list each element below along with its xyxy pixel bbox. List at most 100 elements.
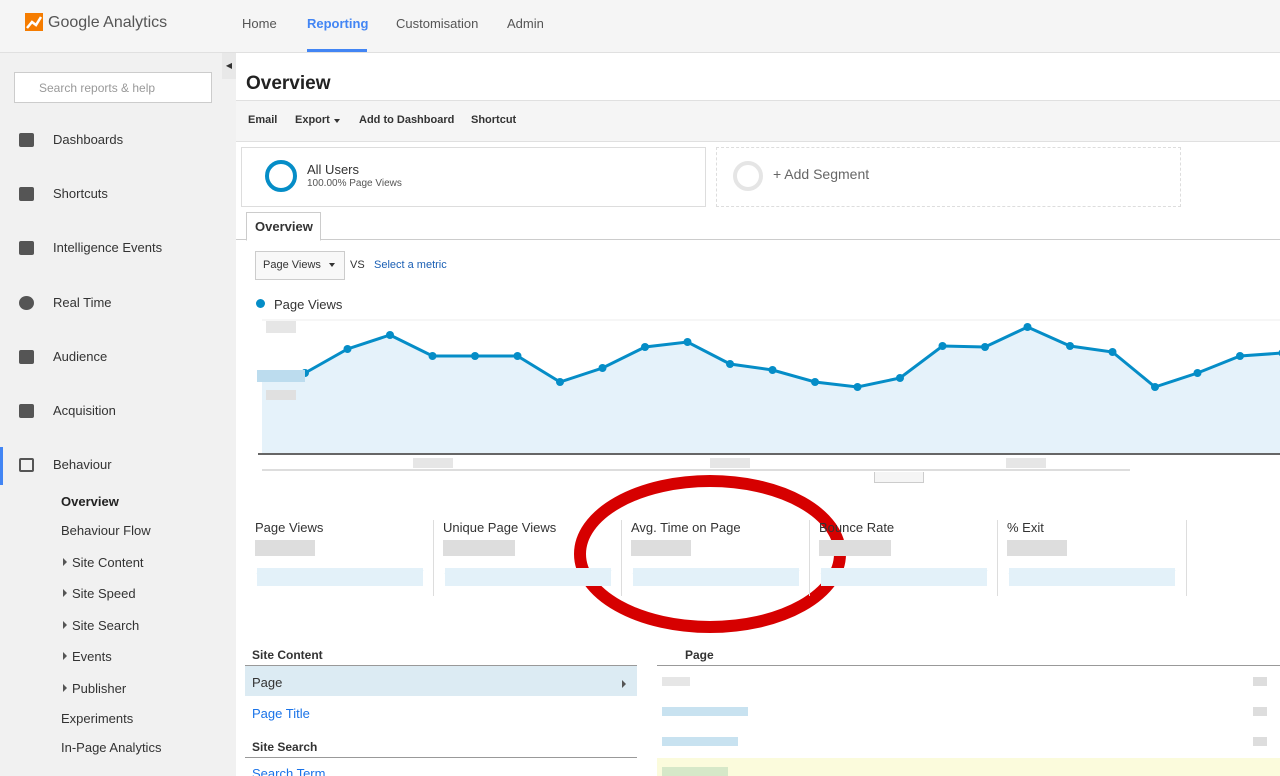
submenu-item[interactable]: Overview xyxy=(61,494,119,509)
select-metric-link[interactable]: Select a metric xyxy=(374,259,447,271)
menu-icon xyxy=(19,241,34,255)
nav-item[interactable]: Admin xyxy=(507,16,544,31)
point xyxy=(896,374,904,382)
sparkline-bg xyxy=(445,568,611,586)
metric-divider xyxy=(809,520,810,596)
expand-arrow xyxy=(63,558,67,566)
nav-item[interactable]: Home xyxy=(242,16,277,31)
expand-arrow xyxy=(63,621,67,629)
sparkline-bg xyxy=(633,568,799,586)
expand-arrow xyxy=(63,652,67,660)
menu-item[interactable]: Acquisition xyxy=(53,403,116,418)
row-link[interactable]: Page Title xyxy=(252,706,310,721)
submenu-label[interactable]: In-Page Analytics xyxy=(61,740,162,755)
row-link[interactable]: Search Term xyxy=(252,766,326,776)
metric-label: Avg. Time on Page xyxy=(631,520,741,535)
vs-label: VS xyxy=(350,259,365,271)
action[interactable]: Export xyxy=(295,114,330,126)
nav-item[interactable]: Customisation xyxy=(396,16,479,31)
submenu-item[interactable]: Site Content xyxy=(63,555,144,570)
blurred-cell xyxy=(662,767,728,776)
action-bar xyxy=(236,100,1280,142)
logo[interactable]: Google Analytics xyxy=(48,14,168,31)
add-segment[interactable]: + Add Segment xyxy=(773,166,870,182)
menu-item[interactable]: Behaviour xyxy=(53,457,112,472)
submenu-label[interactable]: Publisher xyxy=(72,681,127,696)
segment-box[interactable] xyxy=(241,147,706,207)
point xyxy=(1023,323,1032,331)
menu-icon xyxy=(19,296,34,310)
nav-underline xyxy=(307,49,367,52)
submenu-label[interactable]: Site Speed xyxy=(72,586,136,601)
tab-line xyxy=(236,239,1280,240)
submenu-label[interactable]: Behaviour Flow xyxy=(61,523,151,538)
blurred-value xyxy=(443,540,515,556)
point xyxy=(343,345,352,353)
submenu-label[interactable]: Overview xyxy=(61,494,119,509)
submenu-label[interactable]: Site Search xyxy=(72,618,140,633)
caret xyxy=(334,119,340,123)
submenu-item[interactable]: Behaviour Flow xyxy=(61,523,151,538)
menu-item[interactable]: Dashboards xyxy=(53,132,124,147)
submenu-label[interactable]: Experiments xyxy=(61,711,134,726)
metric-label: Unique Page Views xyxy=(443,520,557,535)
menu-icon xyxy=(19,187,34,201)
nav-item[interactable]: Reporting xyxy=(307,16,369,31)
selected-row xyxy=(245,666,637,696)
menu-item[interactable]: Shortcuts xyxy=(53,186,108,201)
menu-item[interactable]: Audience xyxy=(53,349,108,364)
caret xyxy=(329,263,335,267)
add-segment-box[interactable] xyxy=(716,147,1181,207)
blurred-axis-label xyxy=(266,390,296,400)
submenu-label[interactable]: Site Content xyxy=(72,555,144,570)
point xyxy=(1193,369,1202,377)
search-box[interactable] xyxy=(14,72,212,103)
submenu-item[interactable]: Events xyxy=(63,649,112,664)
action[interactable]: Add to Dashboard xyxy=(359,114,455,126)
submenu-item[interactable]: Site Speed xyxy=(63,586,136,601)
blurred-value xyxy=(1007,540,1067,556)
blurred-cell xyxy=(662,677,690,686)
blurred-date xyxy=(710,458,750,468)
legend-dot xyxy=(256,299,265,308)
metric-divider xyxy=(433,520,434,596)
row-label[interactable]: Page xyxy=(252,675,283,690)
blurred-cell xyxy=(662,737,738,746)
divider xyxy=(657,665,1280,666)
point xyxy=(853,383,862,391)
expand-handle[interactable] xyxy=(874,472,924,483)
legend-label: Page Views xyxy=(274,297,343,312)
point xyxy=(556,378,564,386)
menu-icon xyxy=(19,350,34,364)
submenu-item[interactable]: In-Page Analytics xyxy=(61,740,161,755)
point xyxy=(513,352,522,360)
submenu-label[interactable]: Events xyxy=(72,649,112,664)
add-segment-ring xyxy=(733,161,763,191)
menu-item[interactable]: Real Time xyxy=(53,295,112,310)
metric-select-label[interactable]: Page Views xyxy=(263,259,321,271)
point xyxy=(768,366,777,374)
point xyxy=(386,331,394,339)
blurred-date xyxy=(413,458,453,468)
search-placeholder[interactable]: Search reports & help xyxy=(39,81,156,95)
collapse-button[interactable]: ◀ xyxy=(222,53,236,79)
line xyxy=(304,325,1280,389)
segment-name[interactable]: All Users xyxy=(307,162,360,177)
tab[interactable] xyxy=(246,212,321,241)
submenu-item[interactable]: Experiments xyxy=(61,711,133,726)
action[interactable]: Shortcut xyxy=(471,114,517,126)
segment-detail: 100.00% Page Views xyxy=(307,178,402,189)
divider xyxy=(245,665,637,666)
action[interactable]: Email xyxy=(248,114,278,126)
tab-label[interactable]: Overview xyxy=(255,219,313,234)
metric-label: Page Views xyxy=(255,520,324,535)
menu-item[interactable]: Intelligence Events xyxy=(53,240,163,255)
point xyxy=(428,352,437,360)
sparkline-bg xyxy=(1009,568,1175,586)
submenu-item[interactable]: Site Search xyxy=(63,618,139,633)
sparkline-bg xyxy=(821,568,987,586)
submenu-item[interactable]: Publisher xyxy=(63,681,126,696)
blurred-cell xyxy=(1253,707,1267,716)
sparkline-bg xyxy=(257,568,423,586)
